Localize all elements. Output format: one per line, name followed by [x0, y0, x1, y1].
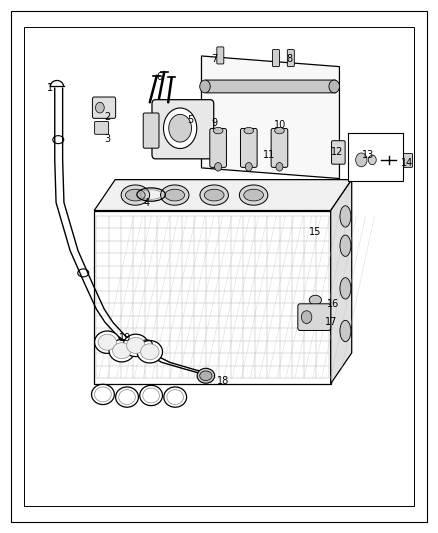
FancyBboxPatch shape — [152, 100, 214, 159]
Text: 8: 8 — [286, 54, 292, 63]
Text: 18: 18 — [217, 376, 230, 386]
Ellipse shape — [113, 343, 131, 359]
Ellipse shape — [137, 341, 162, 363]
Ellipse shape — [200, 371, 212, 381]
Text: 4: 4 — [144, 198, 150, 207]
FancyBboxPatch shape — [95, 122, 109, 134]
Circle shape — [276, 163, 283, 171]
Ellipse shape — [121, 185, 149, 205]
Circle shape — [368, 155, 376, 165]
Ellipse shape — [239, 185, 268, 205]
Circle shape — [356, 153, 367, 167]
Text: 12: 12 — [331, 147, 343, 157]
Ellipse shape — [125, 189, 145, 201]
Text: 17: 17 — [325, 318, 337, 327]
FancyBboxPatch shape — [402, 154, 413, 167]
FancyBboxPatch shape — [272, 50, 279, 67]
Circle shape — [215, 163, 222, 171]
Text: 3: 3 — [104, 134, 110, 143]
Ellipse shape — [123, 334, 148, 357]
FancyBboxPatch shape — [205, 80, 336, 93]
Ellipse shape — [140, 385, 162, 406]
Ellipse shape — [127, 337, 145, 353]
Text: 19: 19 — [119, 334, 131, 343]
Polygon shape — [331, 180, 352, 384]
FancyBboxPatch shape — [271, 128, 288, 167]
Ellipse shape — [340, 206, 351, 227]
Text: 13: 13 — [362, 150, 374, 159]
FancyBboxPatch shape — [298, 304, 331, 330]
Ellipse shape — [204, 189, 224, 201]
Ellipse shape — [309, 295, 321, 305]
Text: 1: 1 — [47, 83, 53, 93]
Bar — [24, 27, 414, 506]
FancyBboxPatch shape — [210, 128, 226, 167]
FancyBboxPatch shape — [332, 141, 345, 164]
Circle shape — [169, 115, 191, 142]
FancyBboxPatch shape — [217, 47, 224, 64]
Ellipse shape — [340, 320, 351, 342]
FancyBboxPatch shape — [143, 113, 159, 148]
Ellipse shape — [109, 340, 134, 362]
Circle shape — [163, 108, 197, 149]
FancyBboxPatch shape — [287, 50, 294, 67]
Ellipse shape — [244, 127, 254, 134]
Ellipse shape — [116, 387, 138, 407]
Text: 9: 9 — [212, 118, 218, 127]
Text: 5: 5 — [187, 115, 194, 125]
FancyBboxPatch shape — [240, 128, 257, 167]
Text: 6: 6 — [157, 72, 163, 82]
Ellipse shape — [164, 387, 187, 407]
Circle shape — [245, 163, 252, 171]
Ellipse shape — [275, 127, 284, 134]
Ellipse shape — [98, 334, 117, 350]
Ellipse shape — [165, 189, 184, 201]
Circle shape — [329, 80, 339, 93]
Text: 11: 11 — [263, 150, 276, 159]
Polygon shape — [94, 180, 352, 211]
Ellipse shape — [95, 331, 120, 353]
Ellipse shape — [213, 127, 223, 134]
Ellipse shape — [160, 185, 189, 205]
Text: 2: 2 — [104, 112, 110, 122]
Circle shape — [95, 102, 104, 113]
Polygon shape — [94, 211, 331, 384]
Text: 14: 14 — [401, 158, 413, 167]
Ellipse shape — [340, 278, 351, 299]
Ellipse shape — [244, 189, 264, 201]
Ellipse shape — [141, 344, 159, 360]
Text: 15: 15 — [309, 227, 321, 237]
Text: 7: 7 — [212, 54, 218, 63]
Bar — [348, 133, 403, 181]
Ellipse shape — [340, 235, 351, 256]
Polygon shape — [201, 56, 339, 179]
Ellipse shape — [197, 368, 215, 383]
Ellipse shape — [92, 384, 114, 405]
Text: 16: 16 — [327, 299, 339, 309]
Text: 10: 10 — [274, 120, 286, 130]
FancyBboxPatch shape — [92, 97, 116, 118]
Ellipse shape — [200, 185, 229, 205]
Circle shape — [301, 311, 312, 324]
Circle shape — [200, 80, 210, 93]
